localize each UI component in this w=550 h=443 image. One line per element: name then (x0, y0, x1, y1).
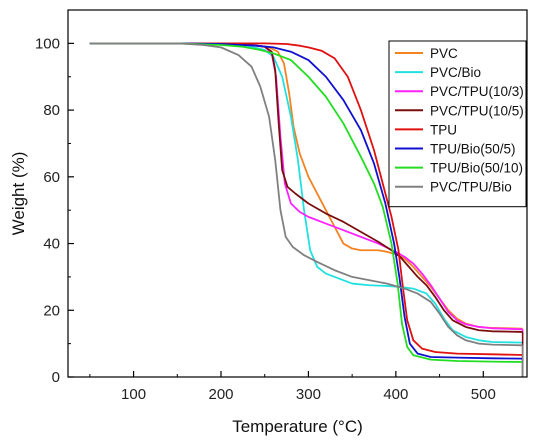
y-axis-title: Weight (%) (9, 152, 28, 236)
y-tick-label: 0 (52, 369, 60, 386)
legend-items: PVC PVC/Bio PVC/TPU(10/3) PVC/TPU(10/5) TPU T… (395, 46, 524, 195)
series-lines (89, 42, 524, 377)
legend-label: TPU/Bio(50/5) (430, 142, 516, 157)
legend-label: TPU/Bio(50/10) (430, 161, 523, 176)
plot-area-frame (67, 9, 528, 378)
legend-label: PVC/TPU(10/3) (430, 84, 524, 99)
series-line (89, 42, 523, 360)
x-tick-label: 200 (208, 386, 233, 403)
y-tick-label: 100 (35, 35, 60, 52)
y-tick-label: 20 (43, 302, 60, 319)
legend-label: PVC/TPU/Bio (430, 180, 512, 195)
legend-label: PVC/TPU(10/5) (430, 103, 524, 118)
y-tick-label: 80 (43, 102, 60, 119)
legend: PVC PVC/Bio PVC/TPU(10/3) PVC/TPU(10/5) TPU T… (388, 40, 527, 208)
series-line (89, 42, 523, 347)
legend-label: PVC/Bio (430, 65, 481, 80)
y-tick-label: 40 (43, 236, 60, 253)
x-tick-label: 400 (383, 386, 408, 403)
x-tick-label: 100 (121, 386, 146, 403)
series-line (89, 42, 523, 356)
y-tick-label: 60 (43, 169, 60, 186)
legend-label: TPU (430, 122, 457, 137)
axis-ticks: 100 200 300 400 500 0 20 40 60 80 100 (35, 9, 528, 403)
x-tick-label: 300 (296, 386, 321, 403)
x-axis-title: Temperature (°C) (232, 417, 363, 436)
x-tick-label: 500 (471, 386, 496, 403)
legend-box (388, 40, 527, 208)
legend-label: PVC (430, 46, 458, 61)
series-line (89, 42, 523, 330)
series-line (89, 42, 523, 333)
series-line (89, 42, 523, 363)
